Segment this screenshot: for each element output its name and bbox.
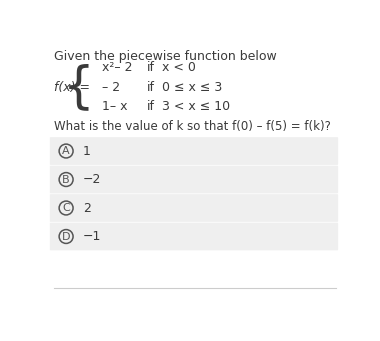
- Text: x²– 2: x²– 2: [102, 61, 132, 74]
- Text: C: C: [62, 203, 70, 213]
- FancyBboxPatch shape: [50, 194, 338, 222]
- Text: 1: 1: [83, 145, 91, 158]
- Text: if: if: [147, 100, 155, 113]
- Text: {: {: [63, 63, 94, 111]
- Text: −1: −1: [83, 230, 101, 243]
- Text: 3 < x ≤ 10: 3 < x ≤ 10: [162, 100, 230, 113]
- FancyBboxPatch shape: [50, 137, 338, 165]
- FancyBboxPatch shape: [50, 166, 338, 193]
- Text: – 2: – 2: [102, 80, 120, 94]
- Text: −2: −2: [83, 173, 101, 186]
- Text: if: if: [147, 61, 155, 74]
- FancyBboxPatch shape: [50, 223, 338, 250]
- Text: D: D: [62, 232, 70, 241]
- Text: 2: 2: [83, 202, 91, 214]
- Text: 1– x: 1– x: [102, 100, 127, 113]
- Text: Given the piecewise function below: Given the piecewise function below: [54, 50, 276, 63]
- Text: B: B: [62, 175, 70, 184]
- Text: 0 ≤ x ≤ 3: 0 ≤ x ≤ 3: [162, 80, 222, 94]
- Text: x < 0: x < 0: [162, 61, 196, 74]
- Text: if: if: [147, 80, 155, 94]
- Text: f(x) =: f(x) =: [54, 80, 90, 94]
- Text: A: A: [62, 146, 70, 156]
- Text: What is the value of k so that f(0) – f(5) = f(k)?: What is the value of k so that f(0) – f(…: [54, 120, 331, 133]
